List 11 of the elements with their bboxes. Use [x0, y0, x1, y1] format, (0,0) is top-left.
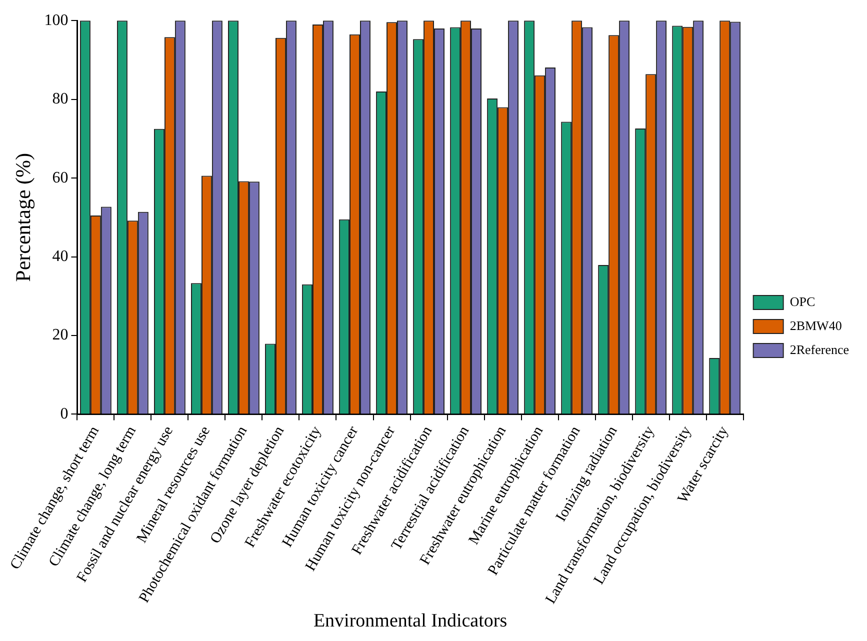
y-axis-title: Percentage (%) — [11, 152, 36, 282]
legend-label: 2Reference — [790, 342, 850, 357]
y-tick-label: 20 — [52, 326, 68, 344]
y-tick-label: 0 — [60, 405, 68, 422]
legend-label: 2BMW40 — [790, 318, 842, 333]
x-axis-title: Environmental Indicators — [313, 610, 508, 632]
y-tick-label: 80 — [52, 90, 68, 108]
y-tick-label: 100 — [44, 12, 68, 29]
y-tick-label: 60 — [52, 169, 68, 186]
legend-label: OPC — [790, 294, 816, 309]
y-tick-label: 40 — [52, 248, 68, 265]
